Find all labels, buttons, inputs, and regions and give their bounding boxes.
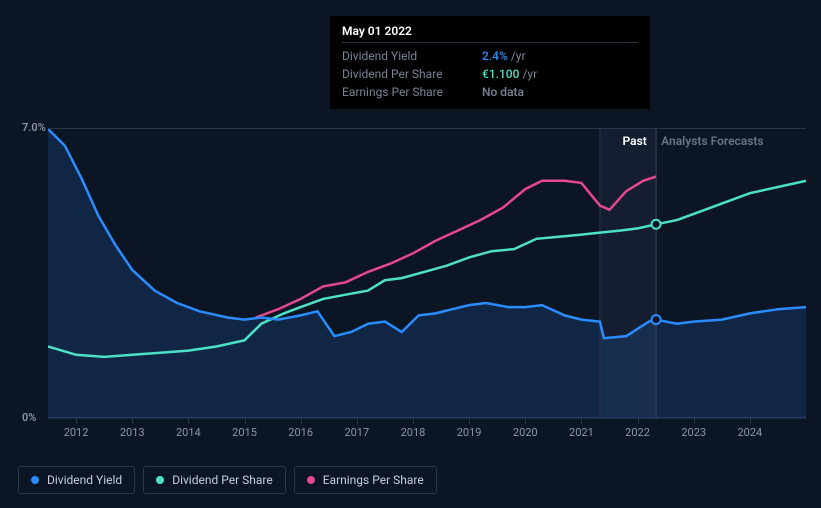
tooltip-row: Dividend Per Share€1.100/yr	[342, 65, 638, 83]
x-axis-label: 2024	[737, 426, 762, 439]
x-axis-tick	[76, 418, 77, 424]
tooltip-label: Earnings Per Share	[342, 85, 482, 99]
x-axis-tick	[132, 418, 133, 424]
x-axis-tick	[525, 418, 526, 424]
x-axis-tick	[469, 418, 470, 424]
x-axis-label: 2012	[64, 426, 89, 439]
x-axis-tick	[694, 418, 695, 424]
tooltip-unit: /yr	[522, 67, 537, 81]
tooltip-rows: Dividend Yield2.4%/yrDividend Per Share€…	[342, 47, 638, 101]
zone-label-past: Past	[623, 134, 647, 148]
x-axis-label: 2020	[513, 426, 538, 439]
legend: Dividend Yield Dividend Per Share Earnings…	[18, 466, 437, 494]
y-axis-label: 0%	[22, 411, 36, 424]
legend-dot-icon	[31, 476, 39, 484]
tooltip-row: Dividend Yield2.4%/yr	[342, 47, 638, 65]
legend-item-earnings_per_share[interactable]: Earnings Per Share	[294, 466, 437, 494]
x-axis-tick	[301, 418, 302, 424]
x-axis-tick	[413, 418, 414, 424]
series-line-earnings_per_share	[256, 177, 656, 318]
x-axis-label: 2016	[288, 426, 313, 439]
chart-tooltip: May 01 2022 Dividend Yield2.4%/yrDividen…	[330, 16, 650, 109]
x-axis-label: 2013	[120, 426, 145, 439]
y-axis-label: 7.0%	[22, 121, 46, 134]
marker-dividend_yield	[652, 315, 661, 324]
tooltip-value: 2.4%	[482, 49, 508, 63]
chart-svg	[48, 129, 806, 419]
x-axis-label: 2021	[569, 426, 594, 439]
x-axis-tick	[581, 418, 582, 424]
x-axis-label: 2023	[681, 426, 706, 439]
legend-item-dividend_yield[interactable]: Dividend Yield	[18, 466, 135, 494]
legend-item-dividend_per_share[interactable]: Dividend Per Share	[143, 466, 286, 494]
x-axis-tick	[188, 418, 189, 424]
x-axis-label: 2017	[344, 426, 369, 439]
legend-label: Dividend Yield	[47, 473, 122, 487]
x-axis-label: 2019	[457, 426, 482, 439]
chart-plot-area[interactable]	[48, 128, 806, 418]
x-axis-labels: 2012 2013 2014 2015 2016 2017 2018 2019 2020 2021…	[48, 426, 806, 442]
x-axis-label: 2018	[401, 426, 426, 439]
tooltip-value: €1.100	[482, 67, 519, 81]
x-axis-label: 2015	[232, 426, 257, 439]
x-axis-tick	[357, 418, 358, 424]
x-axis-label: 2022	[625, 426, 650, 439]
x-axis-tick	[638, 418, 639, 424]
x-axis-tick	[245, 418, 246, 424]
legend-label: Dividend Per Share	[172, 473, 273, 487]
tooltip-label: Dividend Yield	[342, 49, 482, 63]
x-axis-tick	[750, 418, 751, 424]
area-fill	[48, 129, 806, 419]
marker-dividend_per_share	[652, 220, 661, 229]
tooltip-row: Earnings Per ShareNo data	[342, 83, 638, 101]
legend-label: Earnings Per Share	[323, 473, 424, 487]
legend-dot-icon	[307, 476, 315, 484]
tooltip-value: No data	[482, 85, 524, 99]
tooltip-label: Dividend Per Share	[342, 67, 482, 81]
x-axis-label: 2014	[176, 426, 201, 439]
tooltip-unit: /yr	[511, 49, 526, 63]
tooltip-date: May 01 2022	[342, 24, 638, 43]
zone-label-forecast: Analysts Forecasts	[661, 134, 763, 148]
legend-dot-icon	[156, 476, 164, 484]
